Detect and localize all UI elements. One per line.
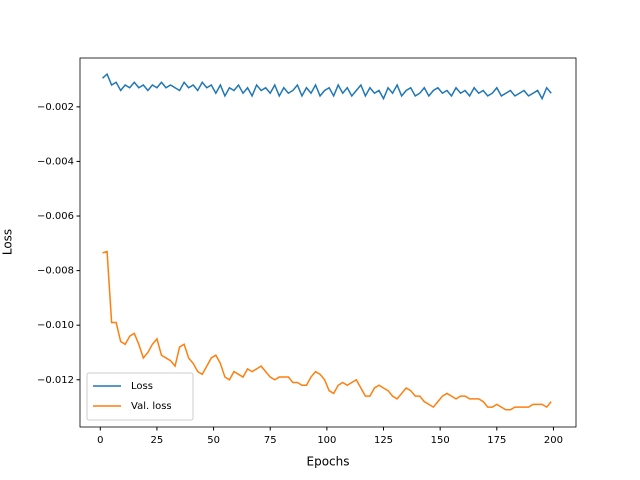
- x-axis-label: Epochs: [307, 455, 350, 469]
- y-tick-label: −0.004: [37, 156, 74, 167]
- x-tick-label: 25: [151, 435, 164, 446]
- y-axis-label: Loss: [1, 229, 15, 255]
- x-tick-label: 175: [487, 435, 506, 446]
- x-tick-label: 200: [544, 435, 563, 446]
- y-tick-label: −0.010: [37, 320, 74, 331]
- legend-label: Loss: [131, 381, 153, 392]
- y-tick-label: −0.008: [37, 266, 74, 277]
- legend-label: Val. loss: [131, 401, 172, 412]
- line-series: [102, 72, 552, 101]
- x-tick-label: 100: [317, 435, 336, 446]
- plot-frame: [79, 57, 577, 428]
- y-tick-label: −0.012: [37, 375, 74, 386]
- x-tick-label: 150: [431, 435, 450, 446]
- x-tick-label: 0: [97, 435, 103, 446]
- y-tick-label: −0.002: [37, 102, 74, 113]
- legend-box: [86, 372, 194, 421]
- x-tick-label: 125: [374, 435, 393, 446]
- line-series: [102, 250, 552, 411]
- x-tick-label: 50: [207, 435, 220, 446]
- y-tick-label: −0.006: [37, 211, 74, 222]
- x-tick-label: 75: [264, 435, 277, 446]
